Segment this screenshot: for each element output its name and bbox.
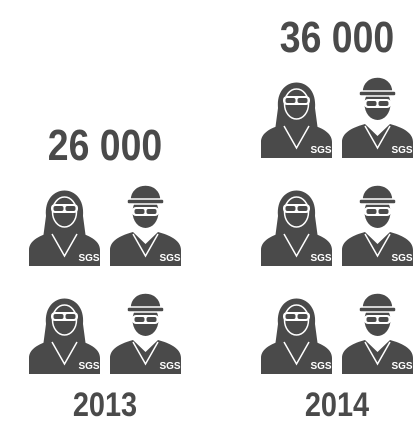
lens bbox=[285, 98, 296, 103]
man-icon: SGS bbox=[342, 184, 413, 266]
hat-brim bbox=[126, 306, 165, 313]
lens bbox=[134, 209, 145, 214]
lens bbox=[378, 317, 389, 322]
hard-hat bbox=[129, 292, 162, 309]
icon-label: SGS bbox=[391, 361, 412, 372]
icon-collar bbox=[364, 341, 391, 366]
icon-label: SGS bbox=[159, 253, 180, 264]
value-label: 36 000 bbox=[280, 12, 394, 62]
icon-row: SGS SGS bbox=[261, 292, 413, 374]
lens bbox=[366, 317, 377, 322]
man-icon: SGS bbox=[110, 292, 181, 374]
lens bbox=[378, 209, 389, 214]
lens bbox=[297, 206, 308, 211]
hard-hat bbox=[361, 292, 394, 309]
man-icon: SGS bbox=[342, 76, 413, 158]
hard-hat bbox=[361, 76, 394, 93]
icon-collar bbox=[283, 233, 310, 258]
man-icon: SGS bbox=[110, 184, 181, 266]
man-icon: SGS bbox=[342, 292, 413, 374]
icon-collar bbox=[132, 341, 159, 366]
icon-body bbox=[342, 340, 413, 374]
icon-label: SGS bbox=[310, 145, 331, 156]
icon-label: SGS bbox=[159, 361, 180, 372]
icon-body bbox=[261, 124, 332, 158]
lens bbox=[65, 206, 76, 211]
icon-body bbox=[110, 340, 181, 374]
hard-hat bbox=[129, 184, 162, 201]
woman-icon: SGS bbox=[261, 190, 332, 266]
icon-body bbox=[110, 232, 181, 266]
icon-label: SGS bbox=[78, 253, 99, 264]
woman-icon: SGS bbox=[261, 298, 332, 374]
value-label: 26 000 bbox=[48, 120, 162, 170]
woman-icon: SGS bbox=[29, 190, 100, 266]
category-label: 2014 bbox=[305, 385, 370, 423]
hat-brim bbox=[126, 198, 165, 205]
lens bbox=[53, 314, 64, 319]
lens bbox=[285, 206, 296, 211]
lens bbox=[65, 314, 76, 319]
lens bbox=[366, 101, 377, 106]
icon-collar bbox=[364, 125, 391, 150]
lens bbox=[297, 98, 308, 103]
icon-row: SGS SGS bbox=[261, 184, 413, 266]
lens bbox=[146, 317, 157, 322]
icon-label: SGS bbox=[310, 361, 331, 372]
lens bbox=[53, 206, 64, 211]
lens bbox=[366, 209, 377, 214]
icon-label: SGS bbox=[310, 253, 331, 264]
icon-body bbox=[29, 232, 100, 266]
woman-icon: SGS bbox=[261, 82, 332, 158]
hat-brim bbox=[358, 90, 397, 97]
icon-collar bbox=[283, 341, 310, 366]
icon-collar bbox=[364, 233, 391, 258]
icon-collar bbox=[132, 233, 159, 258]
icon-label: SGS bbox=[391, 145, 412, 156]
hat-brim bbox=[358, 198, 397, 205]
woman-icon: SGS bbox=[29, 298, 100, 374]
icon-collar bbox=[283, 125, 310, 150]
hard-hat bbox=[361, 184, 394, 201]
icon-label: SGS bbox=[78, 361, 99, 372]
lens bbox=[134, 317, 145, 322]
lens bbox=[297, 314, 308, 319]
lens bbox=[285, 314, 296, 319]
lens bbox=[146, 209, 157, 214]
icon-row: SGS SGS bbox=[261, 76, 413, 158]
hat-brim bbox=[358, 306, 397, 313]
icon-row: SGS SGS bbox=[29, 184, 181, 266]
icon-row: SGS SGS bbox=[29, 292, 181, 374]
icon-body bbox=[261, 232, 332, 266]
icon-collar bbox=[51, 233, 78, 258]
icon-body bbox=[342, 232, 413, 266]
category-label: 2013 bbox=[73, 385, 137, 423]
icon-label: SGS bbox=[391, 253, 412, 264]
icon-body bbox=[261, 340, 332, 374]
icon-body bbox=[342, 124, 413, 158]
lens bbox=[378, 101, 389, 106]
icon-collar bbox=[51, 341, 78, 366]
icon-body bbox=[29, 340, 100, 374]
